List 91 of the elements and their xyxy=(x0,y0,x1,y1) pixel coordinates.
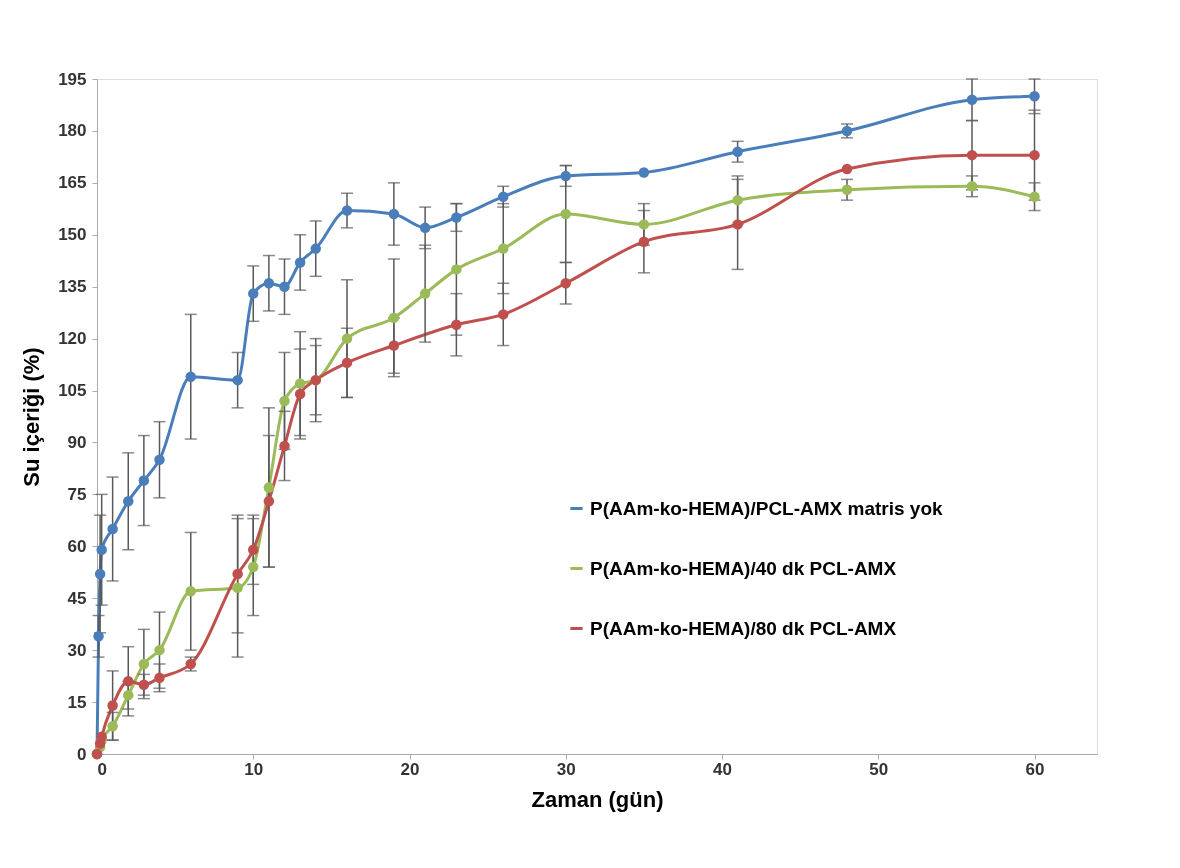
point xyxy=(388,208,400,220)
x-tick-label: 10 xyxy=(244,759,264,779)
point xyxy=(1029,149,1040,161)
point xyxy=(341,357,353,369)
y-tick-label: 150 xyxy=(58,225,87,245)
point xyxy=(498,309,509,320)
point xyxy=(138,679,150,690)
x-axis-title: Zaman (gün) xyxy=(531,786,664,812)
point xyxy=(279,395,290,407)
point xyxy=(107,721,118,732)
point xyxy=(248,544,259,555)
point xyxy=(1029,191,1040,202)
point xyxy=(232,582,243,594)
point xyxy=(560,208,571,220)
point xyxy=(107,523,118,535)
point xyxy=(263,496,275,507)
x-tick-label: 50 xyxy=(869,759,889,779)
point xyxy=(841,163,853,175)
y-tick-label: 0 xyxy=(77,744,87,764)
point xyxy=(966,94,978,105)
y-tick-label: 180 xyxy=(58,121,87,141)
point xyxy=(451,319,462,330)
y-tick-label: 195 xyxy=(58,69,87,89)
point xyxy=(498,191,509,202)
point xyxy=(294,388,306,400)
y-tick-label: 90 xyxy=(67,432,87,452)
point xyxy=(232,568,243,580)
point xyxy=(638,219,650,230)
point xyxy=(123,676,134,687)
point xyxy=(419,288,431,299)
point xyxy=(560,278,571,289)
point xyxy=(138,475,150,486)
point xyxy=(310,243,321,254)
point xyxy=(154,644,165,656)
point xyxy=(638,236,650,247)
point xyxy=(732,194,743,206)
point xyxy=(498,243,509,254)
x-tick-label: 0 xyxy=(97,759,107,779)
point xyxy=(154,454,165,465)
point xyxy=(294,257,306,268)
point xyxy=(732,219,743,230)
legend-label: P(AAm-ko-HEMA)/80 dk PCL-AMX xyxy=(590,617,897,639)
legend-label: P(AAm-ko-HEMA)/40 dk PCL-AMX xyxy=(590,557,897,579)
point xyxy=(232,374,243,386)
point xyxy=(263,482,275,493)
point xyxy=(248,561,259,573)
y-tick-label: 105 xyxy=(58,381,87,401)
legend-label: P(AAm-ko-HEMA)/PCL-AMX matris yok xyxy=(590,497,944,519)
y-axis-title: Su içeriği (%) xyxy=(19,347,45,487)
point xyxy=(96,731,107,742)
point xyxy=(451,212,462,223)
point xyxy=(185,586,196,597)
point xyxy=(638,167,650,178)
point xyxy=(123,689,134,701)
point xyxy=(93,631,104,642)
point xyxy=(388,340,400,351)
point xyxy=(123,496,134,507)
point xyxy=(966,149,978,161)
point xyxy=(341,333,353,344)
point xyxy=(96,544,107,555)
point xyxy=(419,222,431,234)
y-tick-label: 45 xyxy=(67,588,87,608)
point xyxy=(1029,91,1040,102)
point xyxy=(341,205,353,216)
x-tick-label: 40 xyxy=(713,759,732,779)
x-tick-label: 30 xyxy=(556,759,576,779)
x-tick-label: 60 xyxy=(1025,759,1045,779)
point xyxy=(248,288,259,299)
y-tick-label: 60 xyxy=(67,536,87,556)
point xyxy=(841,184,853,195)
point xyxy=(294,378,306,389)
y-tick-label: 165 xyxy=(58,173,87,193)
point xyxy=(388,312,400,324)
point xyxy=(560,170,571,182)
point xyxy=(107,700,118,711)
point xyxy=(451,264,462,275)
point xyxy=(154,672,165,684)
point xyxy=(138,658,150,670)
point xyxy=(94,568,106,580)
x-tick-label: 20 xyxy=(400,759,420,779)
point xyxy=(966,181,978,192)
point xyxy=(279,281,290,292)
point xyxy=(185,371,196,382)
point xyxy=(732,146,743,157)
y-tick-label: 120 xyxy=(58,329,87,349)
point xyxy=(263,278,275,289)
y-tick-label: 30 xyxy=(67,640,87,660)
y-tick-label: 135 xyxy=(58,277,87,297)
point xyxy=(279,440,290,452)
y-tick-label: 15 xyxy=(67,692,87,712)
y-tick-label: 75 xyxy=(67,484,87,504)
